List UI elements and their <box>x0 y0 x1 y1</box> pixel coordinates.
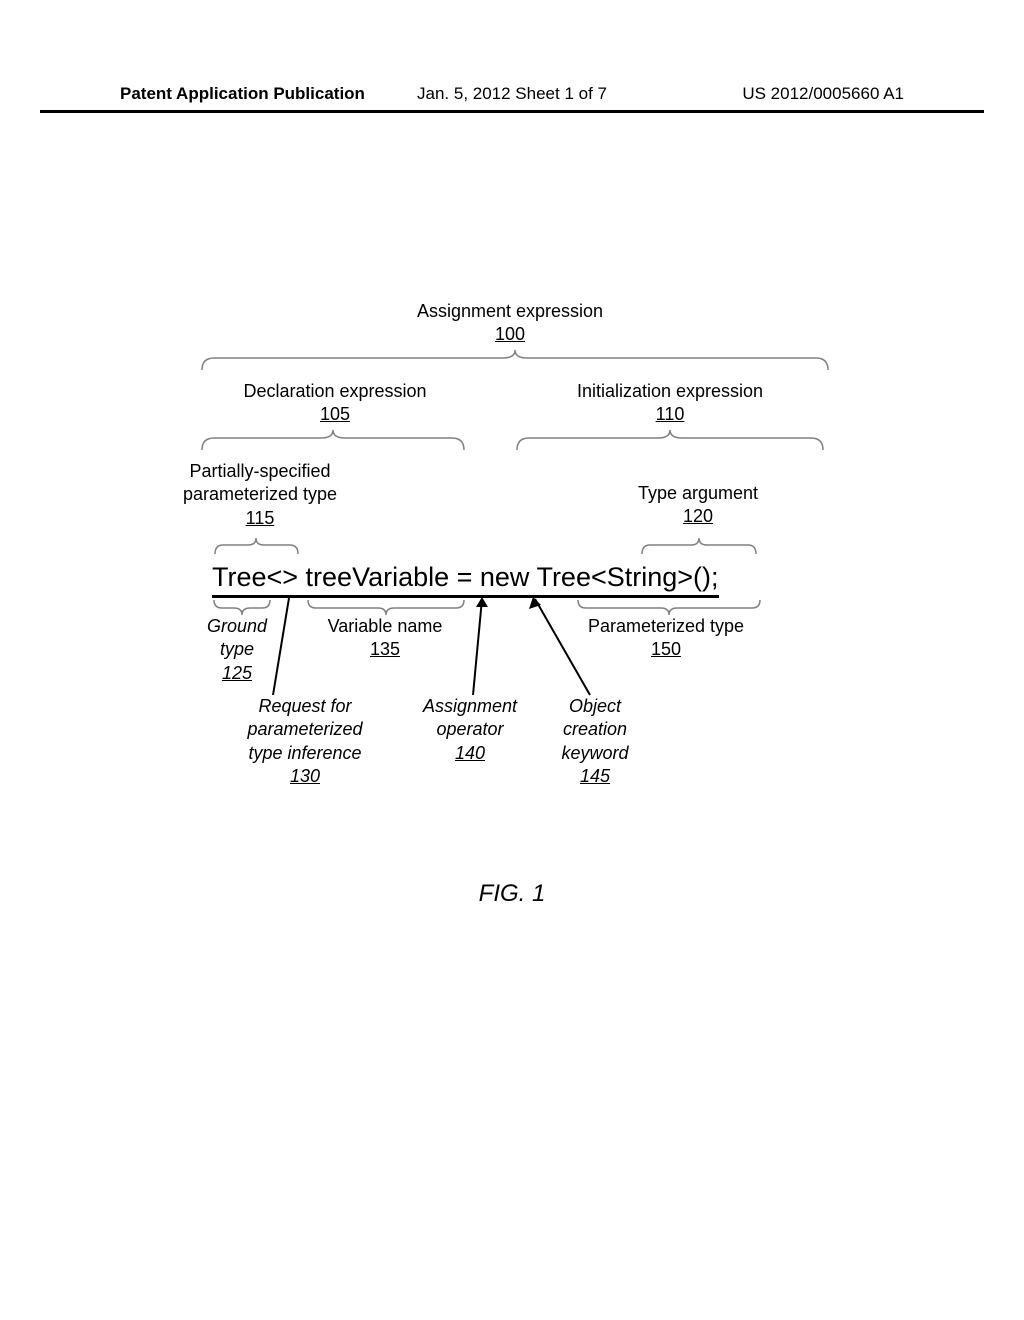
brace-variable-name <box>306 598 466 616</box>
header-date-sheet: Jan. 5, 2012 Sheet 1 of 7 <box>417 84 607 104</box>
label-num: 115 <box>160 507 360 530</box>
label-title: Declaration expression <box>220 380 450 403</box>
figure-caption: FIG. 1 <box>479 880 546 908</box>
code-expression: Tree<> treeVariable = new Tree<String>()… <box>212 562 719 598</box>
header-patent-number: US 2012/0005660 A1 <box>742 84 904 104</box>
label-num: 130 <box>225 765 385 788</box>
label-assignment-expression: Assignment expression 100 <box>380 300 640 347</box>
label-title: Initialization expression <box>545 380 795 403</box>
label-title: Assignment expression <box>380 300 640 323</box>
arrow-request-inference <box>265 595 295 697</box>
label-num: 140 <box>400 742 540 765</box>
arrow-object-creation <box>525 595 595 697</box>
label-title: Partially-specifiedparameterized type <box>160 460 360 507</box>
brace-ground-type <box>212 598 272 616</box>
label-num: 150 <box>566 638 766 661</box>
label-variable-name: Variable name 135 <box>305 615 465 662</box>
label-object-creation: Objectcreationkeyword 145 <box>535 695 655 789</box>
label-title: Type argument <box>608 482 788 505</box>
header-divider <box>40 110 984 113</box>
brace-partially-specified <box>213 538 300 556</box>
brace-type-argument <box>640 538 758 556</box>
label-num: 105 <box>220 403 450 426</box>
label-title: Parameterized type <box>566 615 766 638</box>
label-num: 135 <box>305 638 465 661</box>
label-assignment-operator: Assignmentoperator 140 <box>400 695 540 765</box>
header-publication: Patent Application Publication <box>120 84 365 104</box>
label-request-inference: Request forparameterizedtype inference 1… <box>225 695 385 789</box>
label-num: 120 <box>608 505 788 528</box>
label-title: Variable name <box>305 615 465 638</box>
brace-initialization-expression <box>515 430 825 452</box>
label-num: 145 <box>535 765 655 788</box>
label-declaration-expression: Declaration expression 105 <box>220 380 450 427</box>
label-type-argument: Type argument 120 <box>608 482 788 529</box>
label-num: 110 <box>545 403 795 426</box>
brace-assignment-expression <box>200 350 830 372</box>
label-num: 100 <box>380 323 640 346</box>
brace-declaration-expression <box>200 430 466 452</box>
label-title: Objectcreationkeyword <box>535 695 655 765</box>
label-partially-specified: Partially-specifiedparameterized type 11… <box>160 460 360 530</box>
label-parameterized-type: Parameterized type 150 <box>566 615 766 662</box>
label-initialization-expression: Initialization expression 110 <box>545 380 795 427</box>
label-title: Assignmentoperator <box>400 695 540 742</box>
brace-parameterized-type <box>576 598 762 616</box>
label-title: Request forparameterizedtype inference <box>225 695 385 765</box>
arrow-assignment-operator <box>470 595 490 697</box>
